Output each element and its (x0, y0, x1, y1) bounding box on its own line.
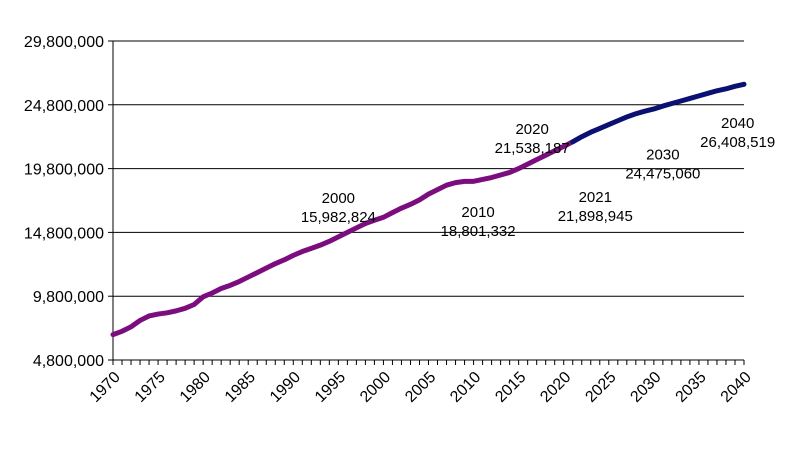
annotation-year-label: 2000 (322, 190, 355, 207)
series-line-historical (110, 139, 576, 338)
x-tick-label: 2015 (492, 369, 529, 406)
annotation-value-label: 24,475,060 (625, 166, 700, 183)
annotation-year-label: 2020 (515, 121, 548, 138)
annotation-year-label: 2040 (721, 115, 754, 132)
annotation-year-label: 2010 (461, 204, 494, 221)
x-tick-label: 2040 (718, 369, 755, 406)
x-tick-label: 1970 (87, 369, 124, 406)
y-tick-label: 4,800,000 (33, 353, 104, 370)
data-annotations: 2000 15,982,824 2010 18,801,332 2020 21,538,1… (301, 115, 775, 240)
annotation-year-label: 2021 (579, 189, 612, 206)
x-tick-label: 2025 (582, 369, 619, 406)
x-tick-label: 2020 (537, 369, 574, 406)
x-tick-label: 2005 (402, 369, 439, 406)
series-lines (110, 81, 747, 338)
y-tick-label: 19,800,000 (24, 162, 104, 179)
annotation-value-label: 26,408,519 (700, 134, 775, 151)
x-axis-tick-labels: 1970 1975 1980 1985 1990 1995 2000 2005 2010 2015… (87, 369, 755, 406)
x-tick-label: 2000 (357, 369, 394, 406)
y-axis-tick-labels: 4,800,000 9,800,000 14,800,000 19,800,000 24… (24, 34, 104, 370)
annotation-value-label: 21,538,187 (495, 140, 570, 157)
x-tick-label: 1975 (132, 369, 169, 406)
axes (108, 40, 745, 365)
y-tick-label: 24,800,000 (24, 98, 104, 115)
series-line-projected (570, 81, 747, 145)
annotation-value-label: 21,898,945 (558, 208, 633, 225)
x-tick-label: 2030 (627, 369, 664, 406)
y-tick-label: 14,800,000 (24, 225, 104, 242)
annotation-value-label: 15,982,824 (301, 209, 376, 226)
x-tick-label: 1995 (312, 369, 349, 406)
x-tick-label: 2010 (447, 369, 484, 406)
gridlines (113, 40, 744, 297)
x-tick-label: 1990 (267, 369, 304, 406)
y-tick-label: 29,800,000 (24, 34, 104, 51)
annotation-value-label: 18,801,332 (441, 223, 516, 240)
x-tick-label: 1980 (177, 369, 214, 406)
annotation-year-label: 2030 (646, 147, 679, 164)
x-tick-label: 2035 (673, 369, 710, 406)
y-tick-label: 9,800,000 (33, 289, 104, 306)
x-tick-label: 1985 (222, 369, 259, 406)
